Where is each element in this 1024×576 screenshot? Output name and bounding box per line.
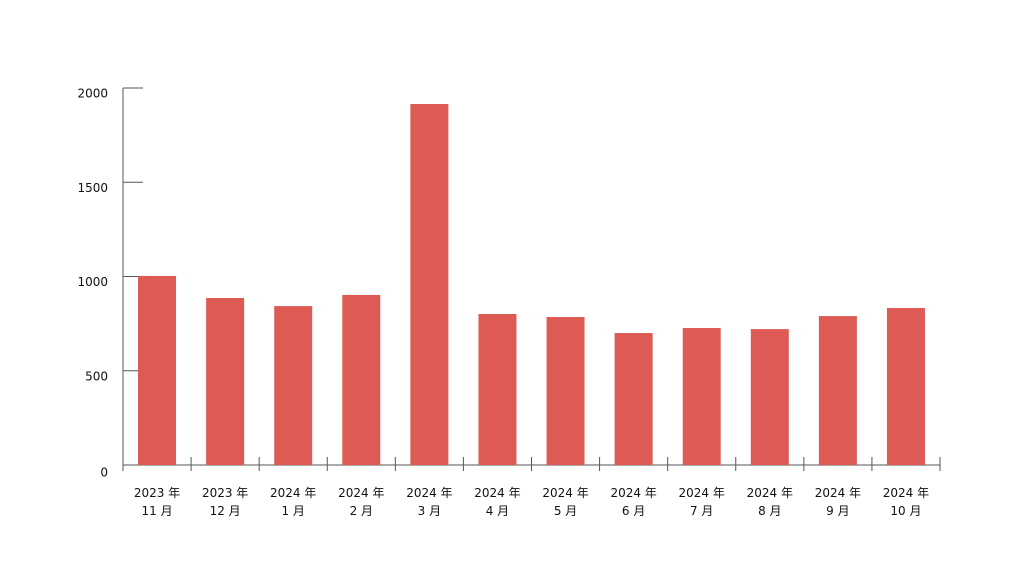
bar (478, 314, 517, 465)
bar (138, 275, 177, 465)
x-tick-label: 2023 年 11 月 (134, 486, 180, 518)
y-tick-label: 2000 (77, 87, 108, 101)
x-tick-label: 2023 年 12 月 (202, 486, 248, 518)
bar (682, 327, 721, 465)
bar (342, 294, 381, 465)
bar (410, 104, 449, 466)
y-tick-label: 1000 (77, 275, 108, 289)
bar (206, 297, 245, 465)
bar (274, 306, 313, 465)
y-tick-label: 1500 (77, 181, 108, 195)
x-tick-label: 2024 年 10 月 (883, 486, 929, 518)
bar (818, 316, 857, 465)
bar (614, 333, 653, 465)
y-tick-label: 0 (100, 466, 108, 480)
bar (546, 317, 585, 465)
bar (750, 329, 789, 465)
bar (886, 307, 925, 465)
y-tick-label: 500 (85, 369, 108, 383)
